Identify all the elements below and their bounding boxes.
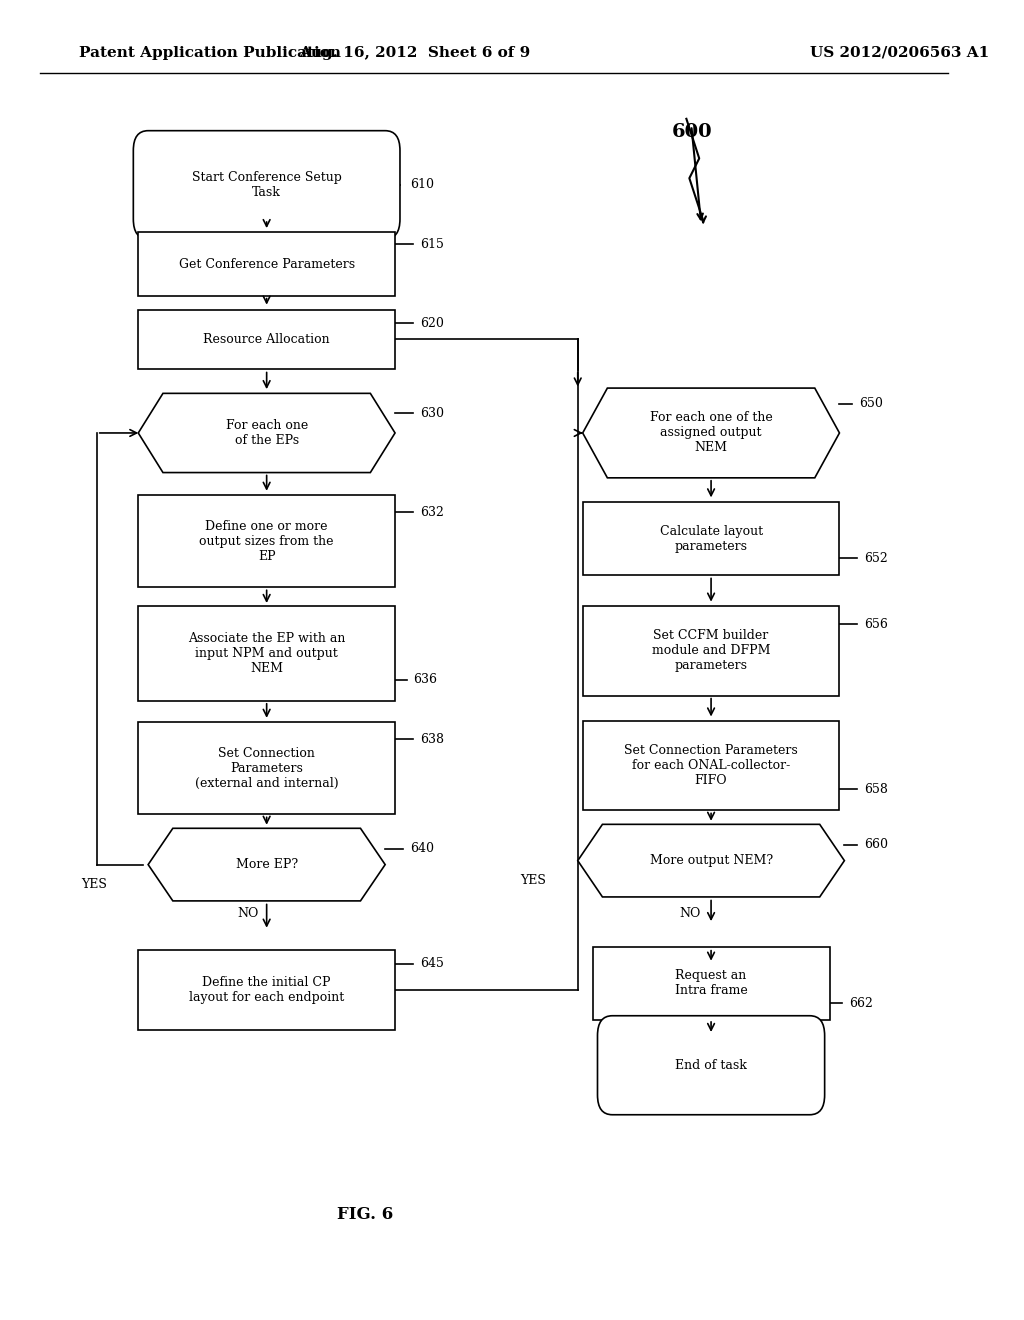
Text: 656: 656 [864, 618, 888, 631]
Text: 630: 630 [420, 407, 443, 420]
Text: Define one or more
output sizes from the
EP: Define one or more output sizes from the… [200, 520, 334, 562]
Text: Set Connection
Parameters
(external and internal): Set Connection Parameters (external and … [195, 747, 339, 789]
Text: For each one
of the EPs: For each one of the EPs [225, 418, 308, 447]
Polygon shape [138, 393, 395, 473]
Text: 662: 662 [849, 997, 873, 1010]
Text: Get Conference Parameters: Get Conference Parameters [178, 257, 354, 271]
Text: Patent Application Publication: Patent Application Publication [79, 46, 341, 59]
Text: More output NEM?: More output NEM? [649, 854, 773, 867]
Text: Associate the EP with an
input NPM and output
NEM: Associate the EP with an input NPM and o… [188, 632, 345, 675]
Text: Aug. 16, 2012  Sheet 6 of 9: Aug. 16, 2012 Sheet 6 of 9 [299, 46, 530, 59]
Text: Start Conference Setup
Task: Start Conference Setup Task [191, 170, 342, 199]
Text: 636: 636 [413, 673, 437, 686]
Text: 660: 660 [864, 838, 888, 851]
Bar [138, 950, 395, 1030]
Text: End of task: End of task [675, 1059, 748, 1072]
Text: 632: 632 [420, 506, 443, 519]
Text: For each one of the
assigned output
NEM: For each one of the assigned output NEM [649, 412, 772, 454]
Text: 658: 658 [864, 783, 888, 796]
Bar [583, 606, 840, 696]
Polygon shape [148, 829, 385, 902]
Bar [583, 721, 840, 810]
Text: Resource Allocation: Resource Allocation [204, 333, 330, 346]
Text: 650: 650 [859, 397, 883, 411]
Text: Define the initial CP
layout for each endpoint: Define the initial CP layout for each en… [189, 975, 344, 1005]
Polygon shape [583, 388, 840, 478]
Text: 615: 615 [420, 238, 443, 251]
Bar [138, 309, 395, 368]
Bar [138, 722, 395, 814]
Text: Set Connection Parameters
for each ONAL-collector-
FIFO: Set Connection Parameters for each ONAL-… [625, 744, 798, 787]
Text: Request an
Intra frame: Request an Intra frame [675, 969, 748, 998]
Text: 640: 640 [410, 842, 434, 855]
Text: 620: 620 [420, 317, 443, 330]
FancyBboxPatch shape [133, 131, 400, 239]
Text: More EP?: More EP? [236, 858, 298, 871]
Bar [138, 495, 395, 587]
Text: Set CCFM builder
module and DFPM
parameters: Set CCFM builder module and DFPM paramet… [652, 630, 770, 672]
Text: YES: YES [81, 878, 106, 891]
FancyBboxPatch shape [597, 1016, 824, 1114]
Text: Calculate layout
parameters: Calculate layout parameters [659, 524, 763, 553]
Text: YES: YES [520, 874, 547, 887]
Text: NO: NO [237, 907, 258, 920]
Bar [583, 502, 840, 576]
Text: NO: NO [680, 907, 700, 920]
Bar [138, 232, 395, 296]
Bar [138, 606, 395, 701]
Bar [593, 948, 829, 1019]
Text: 652: 652 [864, 552, 888, 565]
Text: 638: 638 [420, 733, 443, 746]
Text: US 2012/0206563 A1: US 2012/0206563 A1 [810, 46, 989, 59]
Polygon shape [578, 824, 845, 898]
Text: 610: 610 [410, 178, 434, 191]
Text: FIG. 6: FIG. 6 [337, 1206, 393, 1222]
Text: 645: 645 [420, 957, 443, 970]
Text: 600: 600 [672, 123, 712, 141]
